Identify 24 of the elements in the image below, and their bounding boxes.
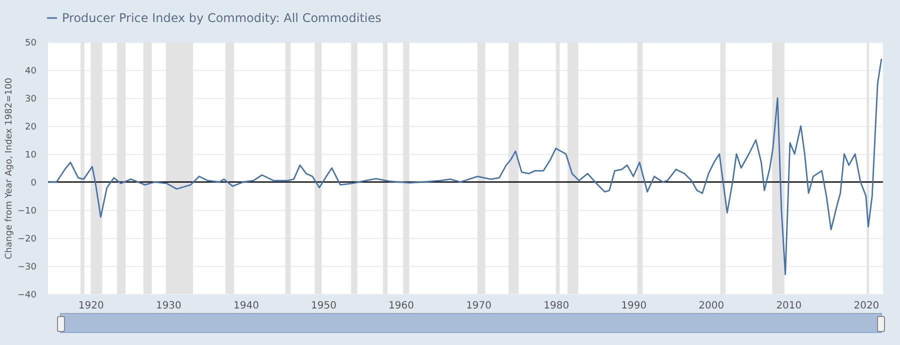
y-tick-label: 40 bbox=[25, 66, 37, 76]
x-tick-label: 1980 bbox=[544, 300, 570, 312]
x-tick-label: 1990 bbox=[621, 300, 647, 312]
y-tick-label: 0 bbox=[30, 178, 37, 188]
x-tick-label: 1920 bbox=[78, 300, 104, 312]
y-tick-label: 30 bbox=[25, 94, 37, 104]
x-tick-label: 1960 bbox=[388, 300, 414, 312]
x-tick-label: 1930 bbox=[156, 300, 182, 312]
x-tick-label: 1970 bbox=[466, 300, 492, 312]
y-axis-title: Change from Year Ago, Index 1982=100 bbox=[4, 78, 15, 260]
y-tick-label: −40 bbox=[18, 290, 37, 300]
x-tick-label: 2020 bbox=[854, 300, 880, 312]
x-tick-label: 2000 bbox=[698, 300, 724, 312]
y-tick-label: 20 bbox=[25, 122, 37, 132]
legend-label: Producer Price Index by Commodity: All Commodities bbox=[62, 11, 382, 25]
y-tick-label: −20 bbox=[18, 234, 37, 244]
y-tick-label: 10 bbox=[25, 150, 37, 160]
x-tick-label: 2010 bbox=[776, 300, 802, 312]
x-tick-label: 1940 bbox=[233, 300, 259, 312]
line-series bbox=[48, 58, 882, 276]
y-tick-label: −10 bbox=[18, 206, 37, 216]
x-tick-label: 1950 bbox=[311, 300, 336, 312]
y-tick-label: 50 bbox=[25, 38, 37, 48]
y-tick-label: −30 bbox=[18, 262, 37, 272]
